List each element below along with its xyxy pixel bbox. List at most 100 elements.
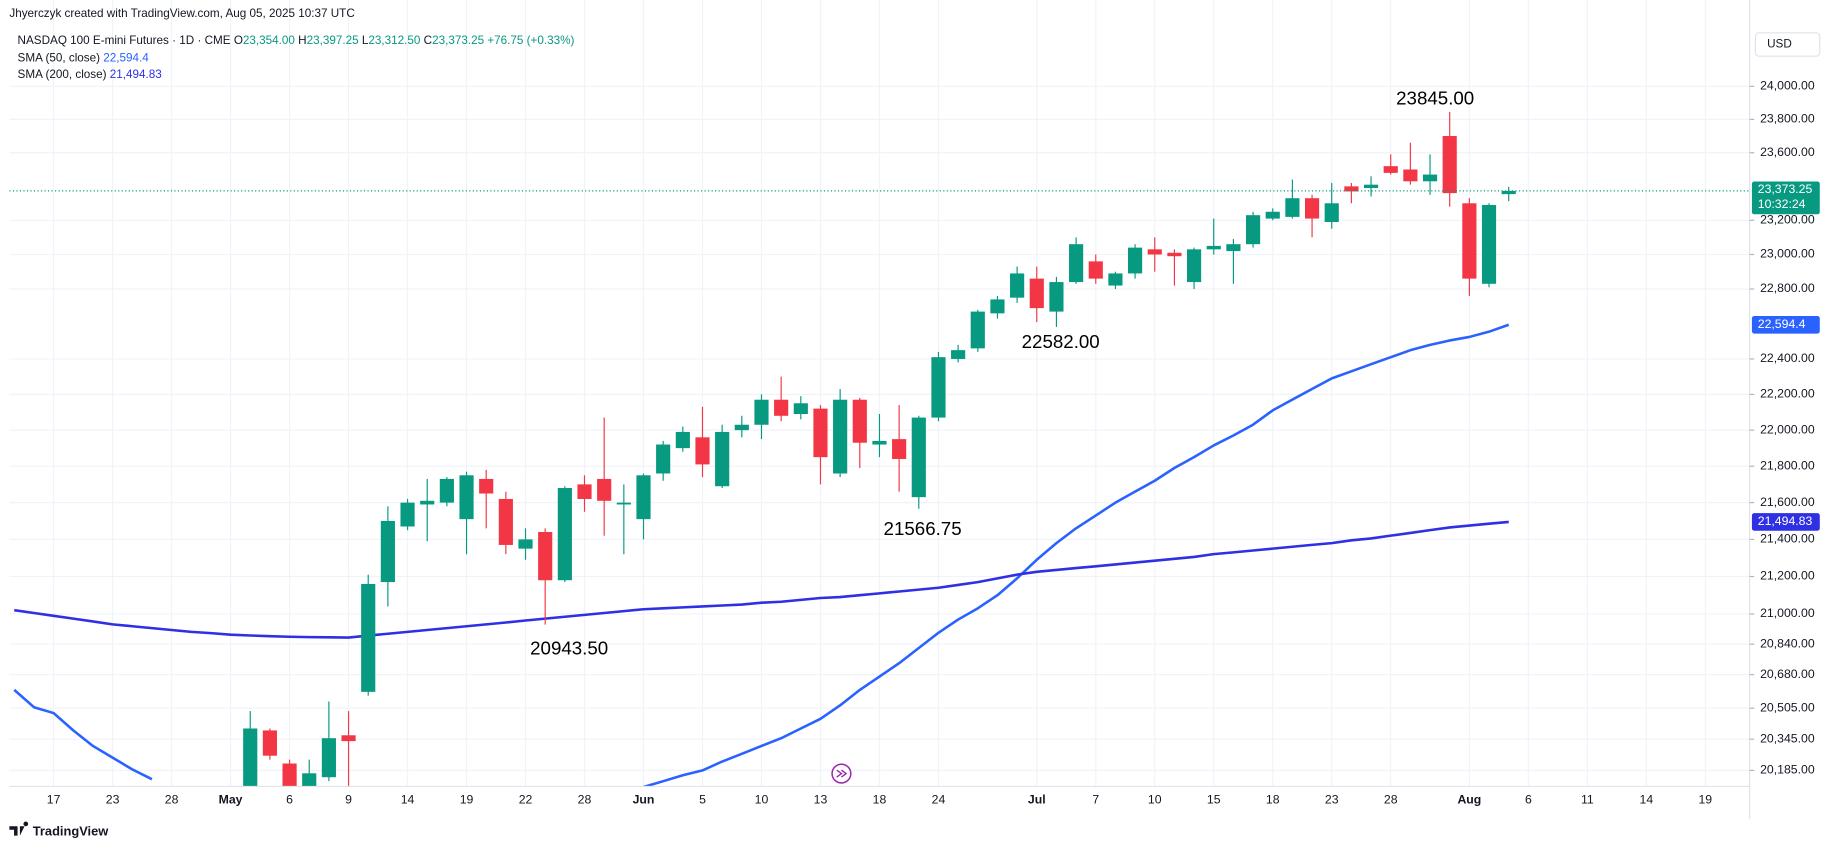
candle-body [1442,136,1457,194]
legend-sma50: SMA (50, close) 22,594.4 [18,52,150,65]
legend-value: 22,594.4 [103,52,149,65]
x-tick-label: Aug [1457,793,1481,807]
candle-body [656,444,671,474]
x-tick-label: 9 [345,793,352,807]
candle-body [341,735,356,742]
symbol: NASDAQ 100 E-mini Futures · 1D · CME [18,34,231,47]
x-tick-label: Jul [1028,793,1046,807]
candle-body [597,478,612,501]
candle-body [1324,203,1339,222]
y-tick-label: 21,800.00 [1760,458,1815,472]
candle-body [1029,278,1044,309]
x-tick-label: 5 [699,793,706,807]
annotation: 22582.00 [1022,331,1100,352]
legend-value: 21,494.83 [110,68,162,81]
candle-body [243,728,258,787]
candle-body [1383,166,1398,173]
y-tick-label: 24,000.00 [1760,79,1815,93]
attribution: Jhyerczyk created with TradingView.com, … [9,7,354,20]
x-tick-label: Jun [633,793,655,807]
x-tick-label: 17 [47,793,61,807]
candle-body [616,502,631,505]
x-tick-label: 19 [1698,793,1712,807]
candle-body [1344,186,1359,192]
candle-body [262,730,277,756]
y-tick-label: 22,200.00 [1760,387,1815,401]
x-tick-label: 14 [401,793,415,807]
candle-body [636,475,651,520]
candle-body [538,532,553,581]
x-tick-label: 23 [1325,793,1339,807]
price-box [1751,181,1820,215]
sma-price-box [1751,513,1820,531]
y-tick-label: 23,000.00 [1760,247,1815,261]
candle-body [361,583,376,692]
x-tick-label: 18 [873,793,887,807]
y-tick-label: 21,200.00 [1760,569,1815,583]
candle-body [675,431,690,449]
x-tick-label: 23 [106,793,120,807]
candle-body [872,440,887,445]
currency[interactable]: USD [1767,38,1792,51]
y-tick-label: 21,400.00 [1760,532,1815,546]
candle-body [1206,245,1221,250]
event-icon-glyph [836,769,848,778]
x-tick-label: 6 [286,793,293,807]
candle-body [990,299,1005,314]
y-tick-label: 20,840.00 [1760,636,1815,650]
x-tick-label: 10 [755,793,769,807]
x-tick-label: 28 [578,793,592,807]
annotation: 23845.00 [1396,87,1474,108]
candle-body [1147,249,1162,255]
candle-body [774,399,789,416]
y-tick-label: 21,000.00 [1760,606,1815,620]
legend-sma200: SMA (200, close) 21,494.83 [18,68,162,81]
x-tick-label: 11 [1581,793,1594,807]
legend-ohlc: NASDAQ 100 E-mini Futures · 1D · CME O 23… [18,34,575,47]
candle-body [1304,198,1320,219]
o: O [234,34,243,47]
y-tick-label: 23,600.00 [1760,145,1815,159]
candle-body [1128,247,1143,274]
x-tick-label: 19 [460,793,474,807]
l-value: 23,312.50 [368,34,420,47]
x-tick-label: 14 [1640,793,1654,807]
sma-price-label: 21,494.83 [1758,514,1813,528]
axes: 24,000.00 23,800.00 23,600.00 23,200.00 23,0… [47,79,1820,807]
currency-box[interactable] [1754,32,1821,57]
price-label: 23,373.25 [1758,182,1813,196]
candle-body [1088,261,1103,279]
candle-body [1363,184,1379,189]
candle-body [1501,190,1516,195]
annotation: 20943.50 [530,637,608,658]
candle-body [833,399,848,474]
candle-body [439,478,454,503]
y-tick-label: 20,345.00 [1760,731,1815,745]
candle-body [852,399,867,443]
sma-line [13,323,1510,787]
candle-body [1245,215,1261,245]
c: C [424,34,432,47]
candle-body [1108,273,1123,286]
y-tick-label: 23,200.00 [1760,213,1815,227]
candle-body [931,357,946,418]
l: L [362,34,369,47]
y-tick-label: 20,185.00 [1760,763,1815,777]
sma-price-box [1751,316,1820,334]
candle-body [400,502,415,527]
countdown: 10:32:24 [1758,197,1806,211]
x-tick-label: 13 [814,793,828,807]
annotation: 21566.75 [884,518,962,539]
candle-body [479,478,494,494]
legend-name: SMA (50, close) [18,52,101,65]
candle-body [1285,198,1300,217]
y-tick-label: 21,600.00 [1760,495,1815,509]
x-tick-label: 7 [1092,793,1099,807]
candle-body [282,763,297,787]
candle-body [518,539,533,549]
candle-body [1010,273,1025,298]
x-tick-label: 15 [1207,793,1221,807]
candle-body [1049,282,1064,312]
x-tick-label: 28 [1384,793,1398,807]
candle-body [1226,244,1241,252]
